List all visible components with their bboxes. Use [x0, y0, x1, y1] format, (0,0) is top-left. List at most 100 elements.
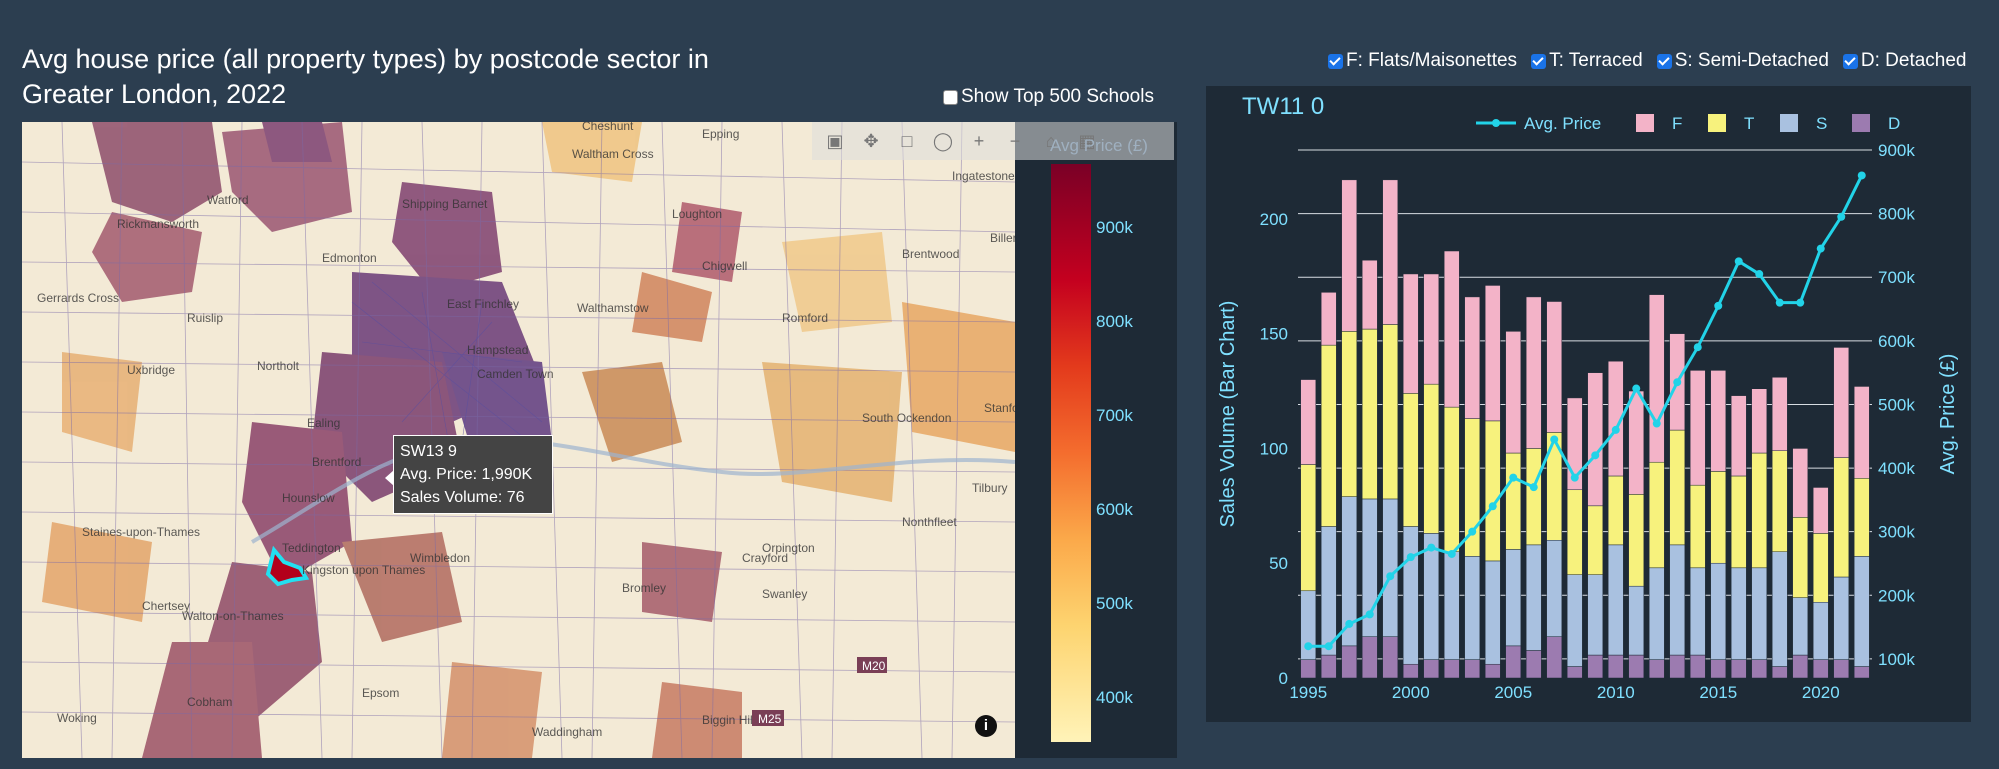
- checkbox-detached[interactable]: [1842, 53, 1858, 69]
- schools-toggle[interactable]: Show Top 500 Schools: [943, 86, 1154, 108]
- bar-f: [1587, 372, 1604, 507]
- bar-d: [1341, 645, 1358, 679]
- bar-t: [1607, 475, 1624, 546]
- bar-d: [1607, 654, 1624, 679]
- lasso-select-icon[interactable]: ◯: [932, 131, 954, 151]
- filter-detached-label: D: Detached: [1860, 50, 1967, 71]
- bar-f: [1710, 370, 1727, 472]
- avg-price-point: [1365, 610, 1374, 619]
- svg-text:Northolt: Northolt: [257, 359, 300, 373]
- camera-icon[interactable]: ▣: [826, 131, 844, 151]
- svg-text:Wimbledon: Wimbledon: [410, 551, 470, 565]
- y2-tick-label: 800k: [1878, 205, 1915, 224]
- avg-price-point: [1611, 425, 1620, 434]
- avg-price-point: [1406, 553, 1415, 562]
- svg-text:Crayford: Crayford: [742, 551, 788, 565]
- avg-price-point: [1693, 343, 1702, 352]
- bar-f: [1792, 448, 1809, 518]
- y2-tick-label: 700k: [1878, 268, 1915, 287]
- svg-text:Tilbury: Tilbury: [972, 481, 1008, 495]
- avg-price-point: [1857, 171, 1866, 180]
- info-icon[interactable]: i: [975, 715, 997, 737]
- avg-price-point: [1447, 549, 1456, 558]
- reset-view-icon[interactable]: ⌂: [1045, 131, 1057, 151]
- colorbar-tick: 500k: [1096, 594, 1133, 613]
- filter-terraced[interactable]: T: Terraced: [1531, 50, 1643, 72]
- checkbox-terraced[interactable]: [1531, 53, 1547, 69]
- bar-d: [1423, 659, 1440, 679]
- zoom-in-icon[interactable]: +: [973, 131, 985, 151]
- bar-s: [1751, 567, 1768, 660]
- legend-swatch-s: [1780, 114, 1798, 132]
- bar-s: [1628, 585, 1645, 656]
- tooltip-sector: SW13 9: [400, 443, 457, 460]
- bar-t: [1382, 324, 1399, 500]
- legend-label: T: [1744, 114, 1754, 133]
- bar-s: [1443, 551, 1460, 660]
- checkbox-flats[interactable]: [1328, 53, 1343, 69]
- map-hover-tooltip: SW13 9 Avg. Price: 1,990K Sales Volume: …: [385, 435, 553, 514]
- svg-text:Waltham Cross: Waltham Cross: [572, 147, 654, 161]
- bar-d: [1628, 654, 1645, 679]
- filter-flats[interactable]: F: Flats/Maisonettes: [1328, 50, 1517, 72]
- legend-swatch-f: [1636, 114, 1654, 132]
- svg-text:Cobham: Cobham: [187, 695, 232, 709]
- bar-f: [1382, 179, 1399, 325]
- bar-t: [1710, 471, 1727, 564]
- bar-t: [1853, 478, 1870, 557]
- filter-detached[interactable]: D: Detached: [1842, 50, 1967, 72]
- legend-label: Avg. Price: [1524, 114, 1601, 133]
- bar-f: [1505, 331, 1522, 454]
- avg-price-point: [1837, 212, 1846, 221]
- sales-price-chart[interactable]: TW11 0 100k 200k 300k 400k 500k 600k 700k 800k 90…: [1206, 86, 1971, 722]
- bar-f: [1771, 377, 1788, 451]
- colorbar-tick: 800k: [1096, 312, 1133, 331]
- bar-s: [1525, 544, 1542, 651]
- filter-flats-label: F: Flats/Maisonettes: [1346, 50, 1518, 71]
- bar-f: [1525, 296, 1542, 449]
- bottom-strip: [0, 758, 1999, 769]
- bar-d: [1833, 659, 1850, 679]
- bar-s: [1402, 526, 1419, 665]
- y-tick-label: 50: [1269, 554, 1288, 573]
- svg-text:Watford: Watford: [207, 193, 249, 207]
- bar-t: [1341, 331, 1358, 497]
- svg-text:Epping: Epping: [702, 127, 739, 141]
- y2-tick-label: 400k: [1878, 459, 1915, 478]
- box-select-icon[interactable]: □: [901, 131, 913, 151]
- avg-price-point: [1324, 642, 1333, 651]
- bar-t: [1792, 517, 1809, 598]
- bar-f: [1833, 347, 1850, 458]
- svg-text:Stanford: Stanford: [984, 401, 1015, 415]
- filter-semi-detached-label: S: Semi-Detached: [1674, 50, 1829, 71]
- map-modebar: ▣ ✥ □ ◯ + − ⌂ ▦: [812, 122, 1174, 160]
- legend-label: S: [1816, 114, 1827, 133]
- bar-f: [1341, 179, 1358, 332]
- bar-f: [1443, 250, 1460, 408]
- bar-f: [1751, 388, 1768, 454]
- checkbox-semi-detached[interactable]: [1656, 53, 1672, 69]
- pan-icon[interactable]: ✥: [863, 131, 879, 151]
- y2-tick-label: 300k: [1878, 523, 1915, 542]
- bar-s: [1382, 498, 1399, 637]
- svg-text:Ealing: Ealing: [307, 416, 340, 430]
- schools-checkbox[interactable]: [943, 89, 958, 105]
- colorbar-tick: 700k: [1096, 406, 1133, 425]
- svg-text:Brentwood: Brentwood: [902, 247, 959, 261]
- bar-t: [1300, 464, 1317, 592]
- svg-text:East Finchley: East Finchley: [447, 297, 519, 311]
- filter-semi-detached[interactable]: S: Semi-Detached: [1656, 50, 1829, 72]
- bar-f: [1607, 360, 1624, 477]
- bar-s: [1607, 544, 1624, 656]
- svg-text:Loughton: Loughton: [672, 207, 722, 221]
- bar-f: [1853, 386, 1870, 479]
- avg-price-point: [1652, 419, 1661, 428]
- colorbar: [1051, 164, 1091, 742]
- colorbar-tick: 600k: [1096, 500, 1133, 519]
- bar-f: [1423, 273, 1440, 385]
- zoom-out-icon[interactable]: −: [1009, 131, 1021, 151]
- bar-t: [1669, 429, 1686, 546]
- schools-label: Show Top 500 Schools: [961, 86, 1154, 107]
- bar-d: [1300, 659, 1317, 679]
- plotly-logo-icon[interactable]: ▦: [1078, 131, 1096, 151]
